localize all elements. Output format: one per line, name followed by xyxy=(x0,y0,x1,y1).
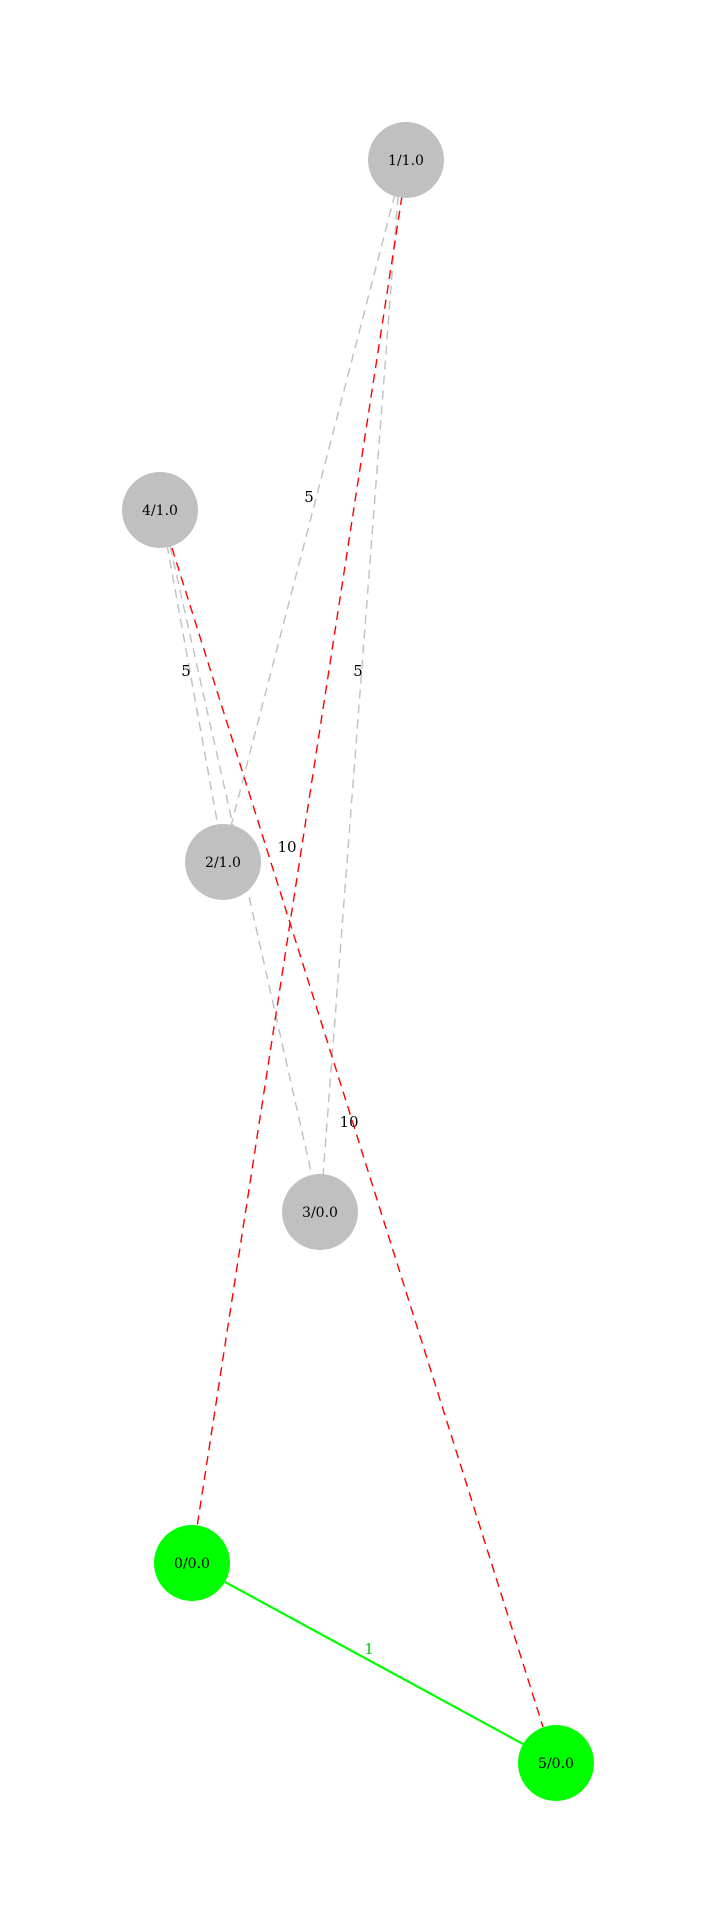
node-circle-4 xyxy=(122,472,198,548)
node-2: 2/1.0 xyxy=(185,824,261,900)
node-label-5: 5/0.0 xyxy=(538,1756,574,1772)
node-0: 0/0.0 xyxy=(154,1525,230,1601)
nodes-layer: 0/0.0 1/1.0 2/1.0 3/0.0 4/1.0 5/0.0 xyxy=(122,122,594,1801)
edge-4-2 xyxy=(166,544,219,827)
node-label-4: 4/1.0 xyxy=(142,503,178,519)
node-circle-2 xyxy=(185,824,261,900)
edge-4-5 xyxy=(171,547,544,1728)
edge-label-1-0: 10 xyxy=(277,838,296,856)
node-label-0: 0/0.0 xyxy=(174,1556,210,1572)
edge-label-4-2: 5 xyxy=(181,662,191,680)
node-3: 3/0.0 xyxy=(282,1174,358,1250)
edge-label-1-2: 5 xyxy=(304,488,314,506)
edge-labels-layer: 555510101 xyxy=(181,488,374,1658)
edge-0-5 xyxy=(224,1581,524,1745)
edge-1-2 xyxy=(230,193,396,827)
node-circle-5 xyxy=(518,1725,594,1801)
edge-1-3 xyxy=(322,195,399,1177)
node-circle-0 xyxy=(154,1525,230,1601)
node-1: 1/1.0 xyxy=(368,122,444,198)
node-circle-3 xyxy=(282,1174,358,1250)
node-5: 5/0.0 xyxy=(518,1725,594,1801)
node-label-1: 1/1.0 xyxy=(388,153,424,169)
edge-label-4-5: 10 xyxy=(339,1113,358,1131)
node-4: 4/1.0 xyxy=(122,472,198,548)
node-circle-1 xyxy=(368,122,444,198)
edge-label-0-5: 1 xyxy=(364,1640,374,1658)
node-label-3: 3/0.0 xyxy=(302,1205,338,1221)
edges-layer xyxy=(166,193,544,1745)
node-label-2: 2/1.0 xyxy=(205,855,241,871)
edge-label-1-3: 5 xyxy=(353,662,363,680)
